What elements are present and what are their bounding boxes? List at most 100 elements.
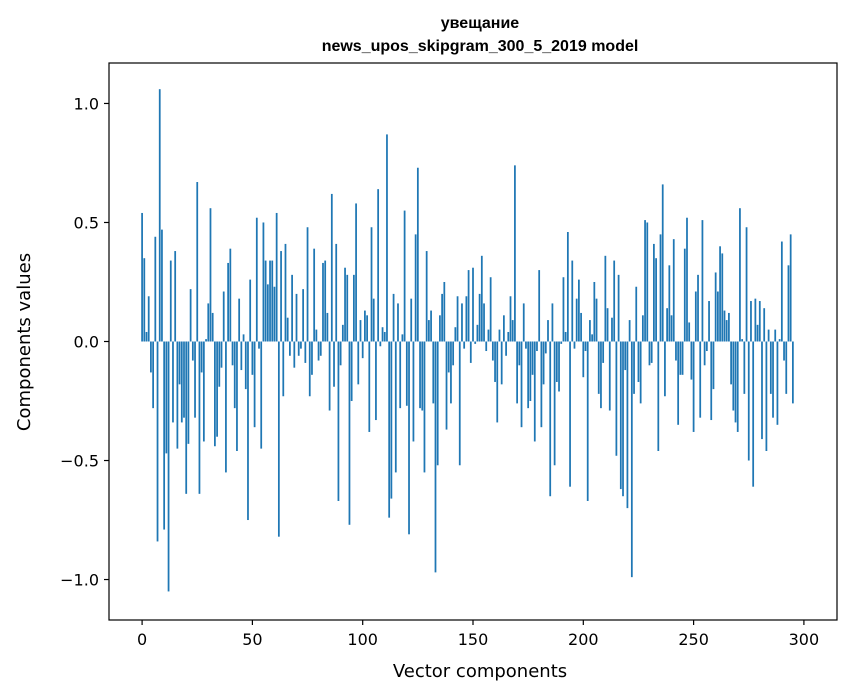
bar-136 xyxy=(441,293,443,342)
bar-138 xyxy=(445,341,448,430)
bar-252 xyxy=(697,274,699,342)
bar-112 xyxy=(388,341,391,518)
x-tick-label: 50 xyxy=(242,630,262,649)
bar-146 xyxy=(463,341,466,349)
bar-180 xyxy=(538,270,541,342)
bar-244 xyxy=(679,341,682,375)
x-tick-label: 250 xyxy=(678,630,709,649)
bar-254 xyxy=(701,220,704,342)
bar-97 xyxy=(355,203,357,342)
bar-155 xyxy=(483,303,485,342)
bar-189 xyxy=(558,341,560,392)
bar-203 xyxy=(589,320,591,342)
bar-161 xyxy=(496,341,499,423)
bar-23 xyxy=(191,341,194,361)
bar-238 xyxy=(666,308,669,342)
bar-295 xyxy=(792,341,794,404)
bar-128 xyxy=(423,341,426,473)
bar-87 xyxy=(333,341,335,387)
bar-277 xyxy=(752,341,755,487)
bar-19 xyxy=(183,341,185,418)
bar-7 xyxy=(156,341,159,542)
bar-117 xyxy=(399,341,402,409)
bar-216 xyxy=(617,274,620,342)
bar-286 xyxy=(772,341,774,418)
bar-253 xyxy=(699,341,702,418)
bar-151 xyxy=(474,341,477,344)
bar-229 xyxy=(646,222,649,342)
bar-84 xyxy=(326,312,329,342)
bar-125 xyxy=(416,167,419,342)
bar-181 xyxy=(540,341,543,428)
bar-219 xyxy=(624,341,627,371)
y-tick-label: −1.0 xyxy=(60,571,99,590)
bar-77 xyxy=(311,341,313,375)
bar-247 xyxy=(686,217,688,342)
bar-9 xyxy=(161,229,163,342)
bar-101 xyxy=(364,310,366,342)
bar-267 xyxy=(730,341,732,385)
bar-149 xyxy=(469,341,472,363)
bar-276 xyxy=(750,301,752,342)
bar-93 xyxy=(346,274,349,342)
bar-255 xyxy=(703,341,706,366)
x-axis-ticks: 0 50 100 150 200 250 300 xyxy=(137,620,819,649)
bar-285 xyxy=(769,341,772,394)
bar-183 xyxy=(544,341,547,354)
bar-15 xyxy=(174,251,177,342)
bar-32 xyxy=(211,312,214,342)
bar-118 xyxy=(401,334,404,342)
bar-107 xyxy=(377,189,380,342)
bar-256 xyxy=(705,341,708,352)
bar-72 xyxy=(300,341,302,349)
bar-57 xyxy=(266,284,269,342)
bar-21 xyxy=(187,341,190,444)
bar-104 xyxy=(370,227,373,342)
bar-33 xyxy=(214,341,216,447)
bar-288 xyxy=(776,341,779,425)
bar-263 xyxy=(721,253,724,342)
bar-158 xyxy=(489,277,492,342)
bar-266 xyxy=(728,312,730,342)
bar-163 xyxy=(500,341,503,385)
bar-283 xyxy=(765,341,768,451)
bar-132 xyxy=(432,341,435,404)
bar-264 xyxy=(723,310,726,342)
bar-30 xyxy=(207,303,210,342)
bar-98 xyxy=(357,341,360,385)
bar-218 xyxy=(622,341,624,497)
bar-120 xyxy=(405,341,408,406)
bar-116 xyxy=(397,303,399,342)
bar-20 xyxy=(185,341,188,494)
bar-226 xyxy=(639,341,642,404)
bar-90 xyxy=(339,341,342,366)
bar-209 xyxy=(602,341,605,363)
bar-160 xyxy=(494,341,496,382)
bar-105 xyxy=(372,298,375,342)
bar-159 xyxy=(491,341,494,361)
bar-234 xyxy=(657,341,660,451)
bar-289 xyxy=(778,339,781,342)
bar-100 xyxy=(361,341,364,359)
bar-123 xyxy=(412,341,415,442)
bar-130 xyxy=(428,320,430,342)
bar-144 xyxy=(458,341,461,466)
bar-243 xyxy=(677,341,680,425)
bar-224 xyxy=(635,286,638,342)
bar-230 xyxy=(648,341,651,366)
bar-153 xyxy=(478,293,481,342)
bar-45 xyxy=(240,341,243,371)
bar-239 xyxy=(668,265,671,342)
bar-260 xyxy=(714,272,717,342)
bar-95 xyxy=(350,341,353,402)
bar-71 xyxy=(297,341,300,356)
bar-42 xyxy=(233,341,236,409)
bar-293 xyxy=(787,265,790,342)
bar-111 xyxy=(386,134,388,342)
bar-145 xyxy=(461,303,463,342)
bar-258 xyxy=(710,341,713,421)
bar-196 xyxy=(573,341,576,349)
bar-133 xyxy=(434,341,437,573)
bar-68 xyxy=(291,274,293,342)
bar-48 xyxy=(247,341,249,521)
